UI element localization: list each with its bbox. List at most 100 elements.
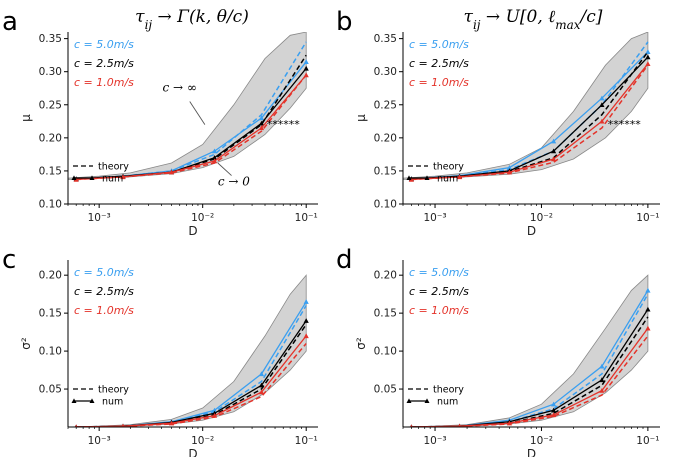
num-point-a-0-4 [258,115,265,121]
num-point-a-2-2 [168,169,175,175]
num-point-b-0-2 [506,165,512,170]
num-point-a-1-3 [211,155,218,160]
legend-entry-d-2: c = 1.0m/s [409,304,469,317]
num-point-c-2-2 [168,420,175,426]
y-tick-label-d-3: 0.20 [374,270,397,282]
num-point-b-0-3 [551,138,557,144]
legend-entry-c-0: c = 5.0m/s [74,266,134,279]
y-tick-label-a-2: 0.20 [39,132,62,144]
num-point-c-2-3 [211,413,218,418]
num-point-c-2-0 [74,424,78,427]
num-point-c-2-4 [258,389,265,395]
num-point-b-2-4 [599,118,605,124]
num-point-d-1-5 [645,306,651,312]
legend-entry-b-2: c = 1.0m/s [409,76,469,89]
panel-b: b τij → U[0, ℓmax/c] 0.10 0.15 0.20 0.25 0.30 0… [336,7,660,238]
x-axis-title-c: D [188,447,197,457]
panel-a: a τij → Γ(k, θ/c) 0.10 0.15 0.20 0.25 0.30 0.35… [2,7,318,238]
legend-theory-label-a: theory [98,162,129,173]
num-line-d-2 [411,327,649,427]
legend-entry-b-0: c = 5.0m/s [409,38,469,51]
num-point-d-1-4 [599,377,605,383]
legend-num-label-a: num [102,174,123,185]
x-tick-label-d-0: 10⁻³ [423,435,446,447]
panel-letter-a: a [2,7,18,37]
y-tick-label-c-3: 0.20 [39,270,62,282]
x-tick-label-a-0: 10⁻³ [88,212,111,224]
num-point-b-0-5 [645,49,651,54]
num-point-b-1-4 [599,102,605,107]
annotation-a-1: c → 0 [218,174,250,188]
num-line-c-2 [76,335,307,427]
x-axis-title-b: D [527,224,536,238]
num-point-d-0-5 [645,287,651,293]
x-axis-title-a: D [188,224,197,238]
num-point-a-0-5 [303,59,309,64]
legend-entry-a-1: c = 2.5m/s [74,57,134,70]
num-point-b-2-5 [645,61,651,66]
num-point-a-1-5 [303,65,309,71]
y-tick-label-b-4: 0.30 [374,66,397,78]
legend-num-marker-a-1 [89,175,95,180]
y-tick-label-a-0: 0.10 [39,199,62,211]
x-axis-title-d: D [527,447,536,457]
num-line-b-2 [411,63,649,181]
num-point-b-1-5 [645,54,651,60]
plot-area-c [68,274,309,427]
x-tick-label-c-1: 10⁻² [191,435,214,447]
legend-num-marker-d-1 [424,398,430,403]
x-tick-label-c-0: 10⁻³ [88,435,111,447]
y-axis-title-b: μ [354,114,368,122]
legend-theory-label-b: theory [433,162,464,173]
num-point-c-0-3 [211,407,218,413]
y-tick-label-a-4: 0.30 [39,66,62,78]
annotation-b-0: ****** [608,118,642,131]
num-point-d-0-4 [599,363,605,369]
num-point-a-0-3 [211,148,218,154]
y-tick-label-a-3: 0.25 [39,99,62,111]
panel-c: c 0.05 0.10 0.15 0.20 10⁻³ 10⁻² 10⁻¹ Dσ² c = 5.0m… [2,245,318,457]
theory-line-a-1 [76,54,307,180]
num-point-d-2-3 [551,412,557,418]
num-point-b-2-0 [408,176,414,182]
band-b [403,32,649,180]
y-tick-label-d-0: 0.05 [374,384,397,396]
y-tick-label-b-1: 0.15 [374,165,397,177]
num-point-a-2-4 [258,125,265,131]
x-tick-label-b-1: 10⁻² [530,212,553,224]
legend-num-label-d: num [437,397,458,408]
num-point-a-1-4 [258,120,265,126]
num-line-a-1 [76,67,307,180]
theory-line-c-2 [76,343,307,427]
num-point-b-0-4 [599,95,605,101]
panel-letter-d: d [336,245,353,275]
num-line-a-2 [76,74,307,181]
y-tick-label-c-1: 0.10 [39,346,62,358]
num-point-c-0-4 [258,371,265,377]
num-point-c-1-4 [258,382,265,388]
num-point-a-2-3 [211,158,218,164]
legend-entry-a-0: c = 5.0m/s [74,38,134,51]
legend-entry-a-2: c = 1.0m/s [74,76,134,89]
legend-entry-b-1: c = 2.5m/s [409,57,469,70]
x-tick-label-a-1: 10⁻² [191,212,214,224]
num-point-c-2-1 [121,423,125,427]
y-tick-label-b-5: 0.35 [374,33,397,45]
legend-num-marker-a-0 [71,175,77,180]
num-point-c-1-5 [303,318,309,323]
num-point-a-2-0 [73,176,79,182]
panel-letter-b: b [336,7,353,37]
x-tick-label-a-2: 10⁻¹ [295,212,318,224]
pointer-c-inf [189,101,206,125]
annotation-a-2: ****** [267,118,301,131]
theory-line-c-0 [76,305,307,427]
legend-num-label-c: num [102,397,123,408]
num-point-d-2-4 [599,388,605,393]
band-a [68,32,307,180]
panel-d: d 0.05 0.10 0.15 0.20 10⁻³ 10⁻² 10⁻¹ Dσ² c = 5.0m… [336,245,660,457]
annotation-a-0: c → ∞ [163,81,197,95]
legend-num-label-b: num [437,174,458,185]
x-tick-label-b-0: 10⁻³ [423,212,446,224]
pointer-c-zero [217,162,232,176]
